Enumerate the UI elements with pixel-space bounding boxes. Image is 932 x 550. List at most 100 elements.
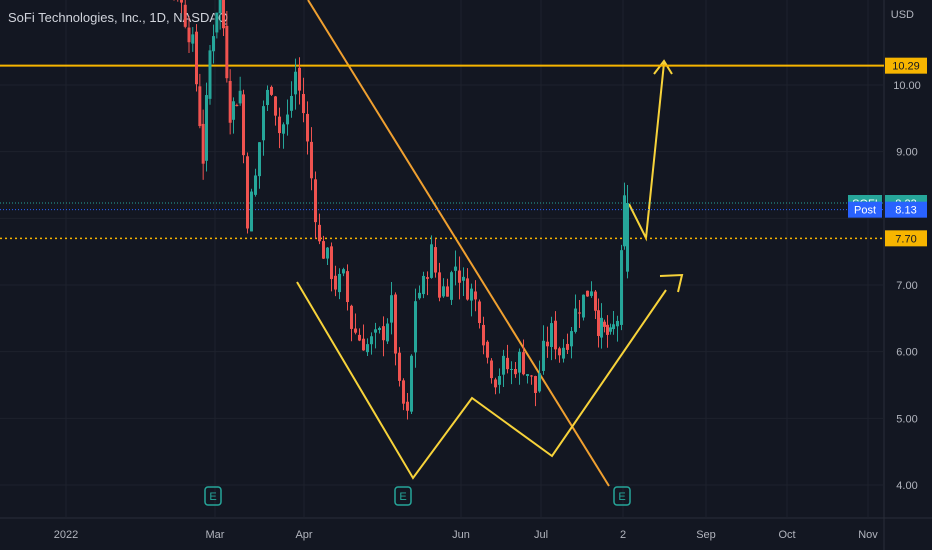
horizontal-levels bbox=[0, 64, 884, 240]
x-tick-label: Jul bbox=[534, 529, 548, 541]
target-path bbox=[628, 62, 665, 242]
candle-body bbox=[510, 368, 513, 370]
arrow-head bbox=[653, 59, 673, 75]
candle-body bbox=[330, 246, 333, 280]
earnings-label: E bbox=[209, 491, 216, 503]
earnings-icon bbox=[204, 486, 222, 506]
candle-body bbox=[350, 305, 353, 329]
candle-body bbox=[494, 379, 497, 388]
candle-body bbox=[458, 270, 461, 283]
candle-body bbox=[542, 340, 545, 371]
candle-body bbox=[454, 266, 457, 271]
candle-body bbox=[306, 113, 309, 142]
candle-body bbox=[626, 203, 629, 272]
arrow-head bbox=[659, 273, 684, 293]
candle-body bbox=[370, 336, 373, 345]
candle-body bbox=[450, 272, 453, 300]
y-tick-label: 7.00 bbox=[896, 280, 917, 292]
currency-label: USD bbox=[890, 9, 914, 21]
candle-body bbox=[554, 320, 557, 350]
y-tick-label: 4.00 bbox=[896, 480, 917, 492]
candle-body bbox=[490, 360, 493, 379]
candle-body bbox=[274, 96, 277, 116]
candle-body bbox=[586, 290, 589, 297]
candle-body bbox=[566, 343, 569, 350]
candle-body bbox=[366, 344, 369, 353]
candle-body bbox=[195, 31, 198, 85]
candle-body bbox=[278, 116, 281, 134]
candle-body bbox=[212, 36, 215, 52]
y-tick-label: 5.00 bbox=[896, 413, 917, 425]
pattern-path bbox=[296, 281, 667, 480]
candle-body bbox=[482, 324, 485, 346]
candle-body bbox=[570, 331, 573, 347]
y-tick-label: 6.00 bbox=[896, 347, 917, 359]
candle-body bbox=[266, 89, 269, 106]
x-tick-label: 2 bbox=[620, 529, 626, 541]
candle-body bbox=[215, 12, 219, 33]
candle-body bbox=[338, 273, 341, 293]
candle-body bbox=[390, 295, 393, 323]
candle-body bbox=[242, 94, 245, 156]
candle-body bbox=[438, 272, 441, 298]
candle-body bbox=[574, 308, 577, 332]
candle-body bbox=[298, 67, 301, 91]
earnings-label: E bbox=[618, 491, 625, 503]
candle-body bbox=[228, 80, 232, 123]
candle-body bbox=[434, 247, 437, 273]
candle-body bbox=[623, 195, 626, 247]
candle-body bbox=[506, 357, 509, 370]
tag-value-box bbox=[885, 201, 927, 218]
candle-body bbox=[603, 321, 606, 327]
candle-body bbox=[322, 241, 325, 259]
x-tick-label: Mar bbox=[206, 529, 225, 541]
x-tick-label: 2022 bbox=[54, 529, 78, 541]
candle-body bbox=[522, 352, 525, 375]
candle-body bbox=[414, 301, 417, 353]
candle-body bbox=[246, 156, 249, 229]
candle-body bbox=[462, 276, 465, 281]
earnings-icon bbox=[394, 486, 412, 506]
candle-body bbox=[354, 328, 357, 333]
candle-body bbox=[590, 291, 593, 296]
candle-body bbox=[474, 291, 477, 300]
candle-body bbox=[334, 275, 337, 290]
y-tick-label: 10.00 bbox=[893, 80, 921, 92]
candle-body bbox=[446, 286, 449, 297]
candle-body bbox=[342, 269, 345, 274]
candle-body bbox=[250, 191, 253, 232]
candle-body bbox=[187, 27, 191, 43]
candle-body bbox=[282, 124, 285, 134]
candle-body bbox=[374, 329, 377, 333]
candle-body bbox=[208, 50, 212, 99]
candle-body bbox=[235, 104, 239, 107]
candle-body bbox=[205, 95, 208, 161]
candle-body bbox=[606, 324, 609, 335]
candle-body bbox=[183, 4, 187, 27]
candle-body bbox=[478, 301, 481, 324]
candle-body bbox=[426, 277, 429, 279]
trendline bbox=[307, 0, 610, 487]
y-tick-label: 9.00 bbox=[896, 147, 917, 159]
candle-body bbox=[382, 326, 385, 341]
tag-value: 8.13 bbox=[895, 205, 916, 217]
tag-value-box bbox=[885, 230, 927, 247]
candle-body bbox=[498, 376, 501, 385]
candle-body bbox=[534, 376, 537, 393]
candle-body bbox=[294, 71, 297, 95]
candle-body bbox=[346, 271, 349, 303]
candle-body bbox=[358, 334, 361, 341]
candle-body bbox=[609, 327, 612, 332]
tag-value: 10.29 bbox=[892, 61, 920, 73]
candle-body bbox=[562, 347, 565, 359]
candle-body bbox=[302, 94, 305, 114]
candle-body bbox=[594, 291, 597, 311]
candle-body bbox=[326, 247, 329, 259]
candle-body bbox=[378, 327, 381, 331]
candle-body bbox=[526, 374, 529, 376]
candle-body bbox=[270, 86, 273, 95]
x-axis: 2022 Mar Apr Jun Jul 2 Sep Oct Nov E E E bbox=[54, 486, 878, 541]
candle-body bbox=[198, 86, 202, 127]
